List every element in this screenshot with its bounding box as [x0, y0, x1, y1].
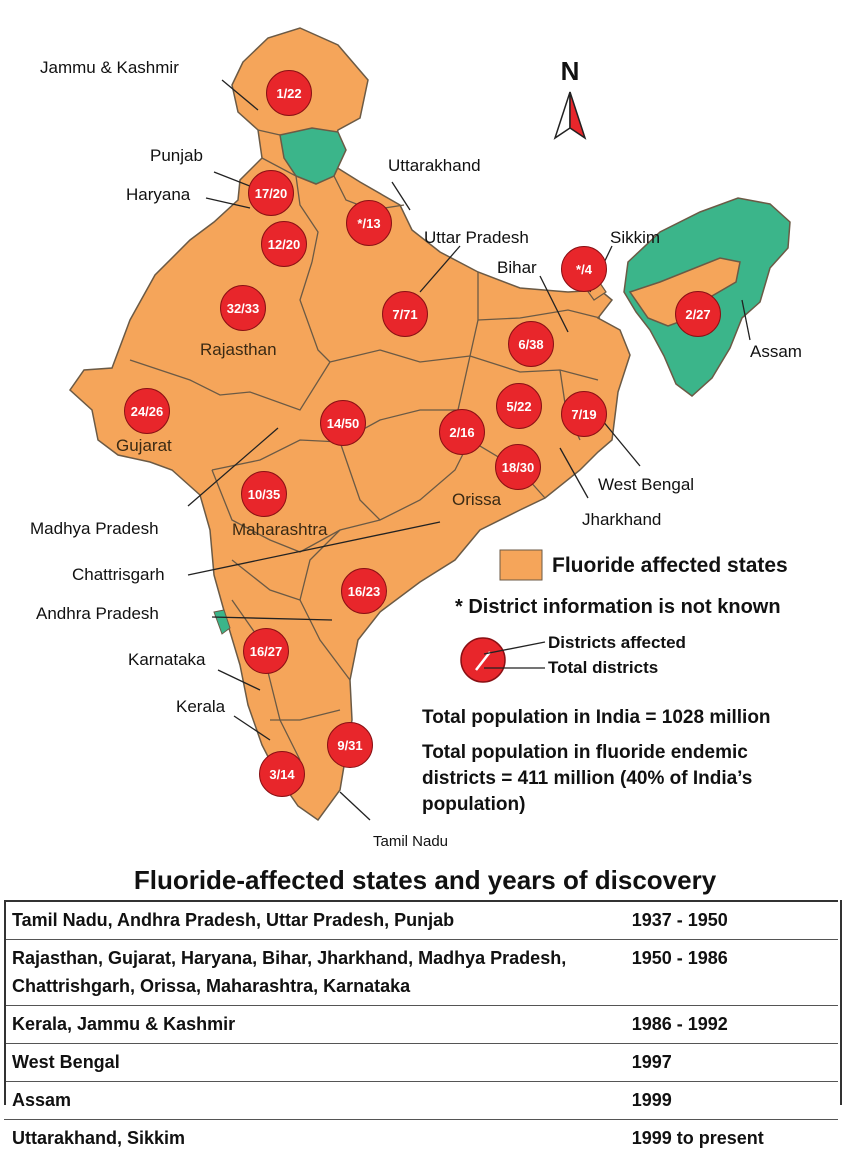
- label-karnataka: Karnataka: [128, 650, 206, 670]
- badge-chattrisgarh: 2/16: [439, 409, 485, 455]
- badge-gujarat: 24/26: [124, 388, 170, 434]
- badge-orissa: 18/30: [495, 444, 541, 490]
- label-gujarat: Gujarat: [116, 436, 172, 456]
- label-uttar-pradesh: Uttar Pradesh: [424, 228, 529, 248]
- badge-uttar-pradesh: 7/71: [382, 291, 428, 337]
- badge-bihar: 6/38: [508, 321, 554, 367]
- label-jammu-kashmir: Jammu & Kashmir: [40, 58, 179, 78]
- table-cell-years: 1999 to present: [624, 1120, 838, 1157]
- label-kerala: Kerala: [176, 697, 225, 717]
- label-rajasthan: Rajasthan: [200, 340, 277, 360]
- label-uttarakhand: Uttarakhand: [388, 156, 481, 176]
- label-jharkhand: Jharkhand: [582, 510, 661, 530]
- legend-districts-affected: Districts affected: [548, 633, 686, 653]
- label-andhra-pradesh: Andhra Pradesh: [36, 604, 159, 624]
- india-map: N: [0, 0, 850, 865]
- north-letter: N: [561, 56, 580, 86]
- endemic-population-line2: districts = 411 million (40% of India’s: [422, 768, 752, 790]
- badge-karnataka: 16/27: [243, 628, 289, 674]
- badge-uttarakhand: */13: [346, 200, 392, 246]
- badge-maharashtra: 10/35: [241, 471, 287, 517]
- legend-total-districts: Total districts: [548, 658, 658, 678]
- table-row: Tamil Nadu, Andhra Pradesh, Uttar Prades…: [4, 901, 838, 940]
- label-sikkim: Sikkim: [610, 228, 660, 248]
- label-assam: Assam: [750, 342, 802, 362]
- endemic-population-line3: population): [422, 794, 525, 816]
- legend-affected-label: Fluoride affected states: [552, 554, 788, 578]
- label-madhya-pradesh: Madhya Pradesh: [30, 519, 159, 539]
- badge-west-bengal: 7/19: [561, 391, 607, 437]
- label-tamil-nadu: Tamil Nadu: [373, 833, 448, 850]
- table-cell-years: 1986 - 1992: [624, 1006, 838, 1044]
- legend-swatch: [500, 550, 542, 580]
- badge-tamil-nadu: 9/31: [327, 722, 373, 768]
- table-cell-states: West Bengal: [4, 1044, 624, 1082]
- table-row: Assam 1999: [4, 1082, 838, 1120]
- badge-jammu-kashmir: 1/22: [266, 70, 312, 116]
- discovery-table: Tamil Nadu, Andhra Pradesh, Uttar Prades…: [4, 900, 838, 1157]
- table-title: Fluoride-affected states and years of di…: [0, 865, 850, 896]
- total-population-text: Total population in India = 1028 million: [422, 707, 771, 729]
- label-west-bengal: West Bengal: [598, 475, 694, 495]
- label-orissa: Orissa: [452, 490, 501, 510]
- table-row: Uttarakhand, Sikkim 1999 to present: [4, 1120, 838, 1157]
- label-maharashtra: Maharashtra: [232, 520, 327, 540]
- table-row: Kerala, Jammu & Kashmir 1986 - 1992: [4, 1006, 838, 1044]
- table-row: Rajasthan, Gujarat, Haryana, Bihar, Jhar…: [4, 940, 838, 1006]
- label-punjab: Punjab: [150, 146, 203, 166]
- table-cell-years: 1937 - 1950: [624, 901, 838, 940]
- table-cell-states: Uttarakhand, Sikkim: [4, 1120, 624, 1157]
- table-cell-states: Rajasthan, Gujarat, Haryana, Bihar, Jhar…: [4, 940, 624, 1006]
- table-row: West Bengal 1997: [4, 1044, 838, 1082]
- badge-jharkhand: 5/22: [496, 383, 542, 429]
- badge-andhra-pradesh: 16/23: [341, 568, 387, 614]
- legend-not-known-label: * District information is not known: [455, 596, 781, 619]
- label-haryana: Haryana: [126, 185, 190, 205]
- badge-rajasthan: 32/33: [220, 285, 266, 331]
- table-cell-states: Assam: [4, 1082, 624, 1120]
- table-cell-years: 1950 - 1986: [624, 940, 838, 1006]
- table-cell-years: 1999: [624, 1082, 838, 1120]
- endemic-population-line1: Total population in fluoride endemic: [422, 742, 748, 764]
- table-cell-states: Tamil Nadu, Andhra Pradesh, Uttar Prades…: [4, 901, 624, 940]
- table-cell-states: Kerala, Jammu & Kashmir: [4, 1006, 624, 1044]
- badge-madhya-pradesh: 14/50: [320, 400, 366, 446]
- label-bihar: Bihar: [497, 258, 537, 278]
- badge-punjab: 17/20: [248, 170, 294, 216]
- badge-haryana: 12/20: [261, 221, 307, 267]
- badge-sikkim: */4: [561, 246, 607, 292]
- badge-kerala: 3/14: [259, 751, 305, 797]
- north-arrow: [555, 92, 585, 138]
- table-cell-years: 1997: [624, 1044, 838, 1082]
- badge-assam: 2/27: [675, 291, 721, 337]
- label-chattrisgarh: Chattrisgarh: [72, 565, 165, 585]
